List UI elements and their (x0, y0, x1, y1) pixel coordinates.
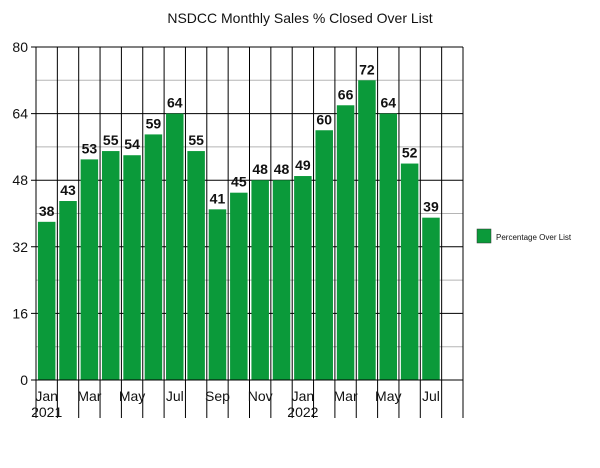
x-tick-label: Nov (248, 388, 273, 404)
legend-label: Percentage Over List (496, 233, 572, 242)
data-label: 54 (124, 136, 140, 152)
bar (187, 151, 205, 380)
data-label: 55 (188, 132, 204, 148)
data-label: 64 (167, 95, 183, 111)
bar (59, 201, 77, 380)
x-tick-label: Mar (334, 388, 358, 404)
y-tick-label: 32 (12, 239, 28, 255)
data-label: 38 (39, 203, 55, 219)
bar (101, 151, 120, 380)
data-label: 48 (274, 161, 290, 177)
y-tick-label: 64 (12, 106, 28, 122)
data-label: 52 (402, 145, 418, 161)
x-tick-label: Sep (205, 388, 230, 404)
data-label: 39 (423, 199, 439, 215)
bar (208, 209, 227, 380)
x-tick-label: May (119, 388, 145, 404)
data-label: 53 (82, 140, 98, 156)
bar (144, 134, 163, 380)
data-label: 41 (210, 190, 226, 206)
bar (336, 105, 355, 381)
bar (315, 130, 333, 380)
bar (379, 113, 398, 380)
data-label: 55 (103, 132, 119, 148)
bar (251, 180, 269, 380)
x-tick-label-year: 2022 (287, 404, 318, 420)
y-tick-label: 0 (20, 372, 28, 388)
y-tick-label: 80 (12, 39, 28, 55)
x-tick-label: Jan (35, 388, 58, 404)
bar (422, 217, 440, 380)
bar (230, 192, 248, 380)
data-label: 60 (316, 111, 332, 127)
data-label: 59 (146, 115, 162, 131)
bar (358, 80, 376, 381)
data-label: 43 (60, 182, 76, 198)
bar (37, 221, 56, 380)
data-label: 49 (295, 157, 311, 173)
x-tick-label: May (375, 388, 401, 404)
x-tick-label-year: 2021 (31, 404, 62, 420)
x-tick-label: Jul (422, 388, 440, 404)
data-label: 72 (359, 61, 375, 77)
bar (400, 163, 419, 380)
data-label: 45 (231, 174, 247, 190)
x-tick-label: Jan (292, 388, 315, 404)
data-label: 64 (380, 95, 396, 111)
bars (37, 80, 440, 381)
x-tick-label: Mar (77, 388, 101, 404)
data-label: 48 (252, 161, 268, 177)
y-tick-label: 16 (12, 305, 28, 321)
bar (272, 180, 291, 380)
bar (123, 155, 141, 380)
x-tick-label: Jul (166, 388, 184, 404)
bar (166, 113, 184, 380)
y-tick-label: 48 (12, 172, 28, 188)
data-label: 66 (338, 86, 354, 102)
chart-title: NSDCC Monthly Sales % Closed Over List (167, 10, 432, 26)
bar (294, 176, 312, 380)
legend-swatch (476, 228, 492, 244)
legend: Percentage Over List (476, 228, 572, 244)
bar (80, 159, 99, 380)
data-labels: 38 43 53 55 54 59 64 55 41 45 48 48 49 60 66 72 64 52 39 (39, 61, 439, 219)
